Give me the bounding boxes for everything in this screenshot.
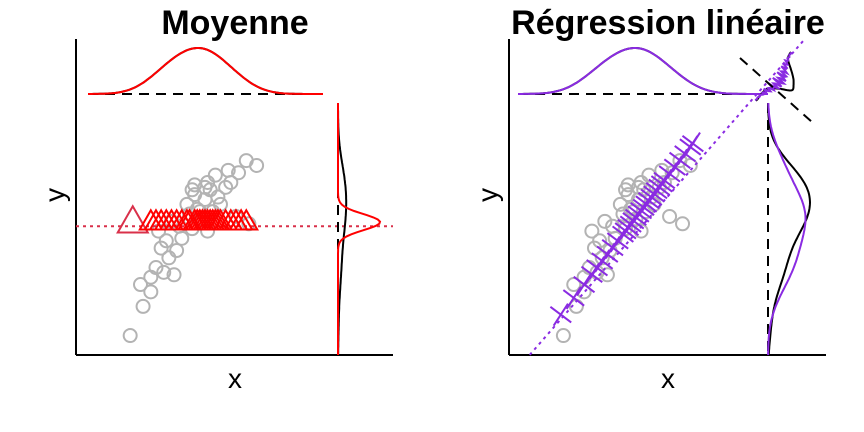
panel1-title: Moyenne: [161, 4, 308, 42]
panel1-data-point: [133, 277, 148, 293]
panel2-data-point: [615, 206, 631, 222]
panel2-ylabel: y: [472, 188, 503, 202]
panel2-x-density-observed: [518, 47, 768, 95]
panel1-data-point: [197, 179, 213, 195]
panel1-x-density-fitted: [88, 47, 323, 95]
panel1-fitted-marker: [116, 204, 150, 234]
panel1-data-point: [135, 298, 151, 314]
panel1-data-point: [249, 157, 265, 173]
panel2-xlabel: x: [661, 363, 675, 394]
panel2-data-point: [662, 208, 678, 224]
panel2-fitted-marker: [552, 303, 569, 327]
panel1-y-density-observed: [337, 103, 348, 356]
panel1-y-density-fitted: [337, 103, 382, 355]
panel2-data-point: [566, 277, 582, 293]
panel2-fitted-marker: [684, 132, 701, 156]
panel2-fitted-marker: [565, 286, 582, 310]
panel2-data-point: [675, 216, 691, 232]
panel2-data-point: [620, 177, 636, 193]
panel2-plot: [508, 39, 826, 356]
panel2-data-point: [599, 267, 615, 283]
panel2-data-point: [555, 328, 571, 344]
panel1-plot: [75, 39, 393, 356]
panel2-title: Régression linéaire: [511, 4, 825, 42]
panel1-data-point: [174, 230, 190, 246]
panel1-data-point: [143, 284, 159, 300]
panel1-data-point: [156, 264, 172, 280]
panel2-fitted-marker: [576, 272, 593, 297]
panel2-data-point: [623, 201, 639, 217]
panel1-data-point: [122, 328, 138, 344]
panel2-data-point: [654, 162, 670, 178]
panel1-data-point: [187, 177, 203, 193]
panel2-data-point: [597, 213, 613, 229]
panel1-x-density-observed: [88, 47, 323, 95]
panel1-data-point: [207, 167, 223, 183]
panel1-data-point: [231, 165, 247, 181]
panel2-y-density-fitted: [767, 102, 807, 355]
panel2-x-density-fitted: [518, 47, 768, 95]
panel1-data-point: [166, 267, 182, 283]
panel1-fitted-marker: [233, 208, 260, 231]
panel2-data-point: [641, 167, 657, 183]
panel1-xlabel: x: [228, 363, 242, 394]
panel2-data-point: [682, 157, 698, 173]
panel1-data-point: [218, 179, 234, 195]
panel1-data-point: [210, 189, 226, 205]
panel1-ylabel: y: [39, 188, 70, 202]
panel2-residual-density-fitted: [754, 51, 793, 101]
panel1-data-point: [169, 243, 185, 259]
panel1-data-point: [148, 260, 164, 276]
panel1-data-point: [158, 233, 174, 249]
panel1-data-point: [220, 162, 236, 178]
panel2-residual-density-baseline: [739, 57, 813, 123]
panel2-data-point: [584, 223, 600, 239]
panel1-data-point: [161, 250, 177, 266]
